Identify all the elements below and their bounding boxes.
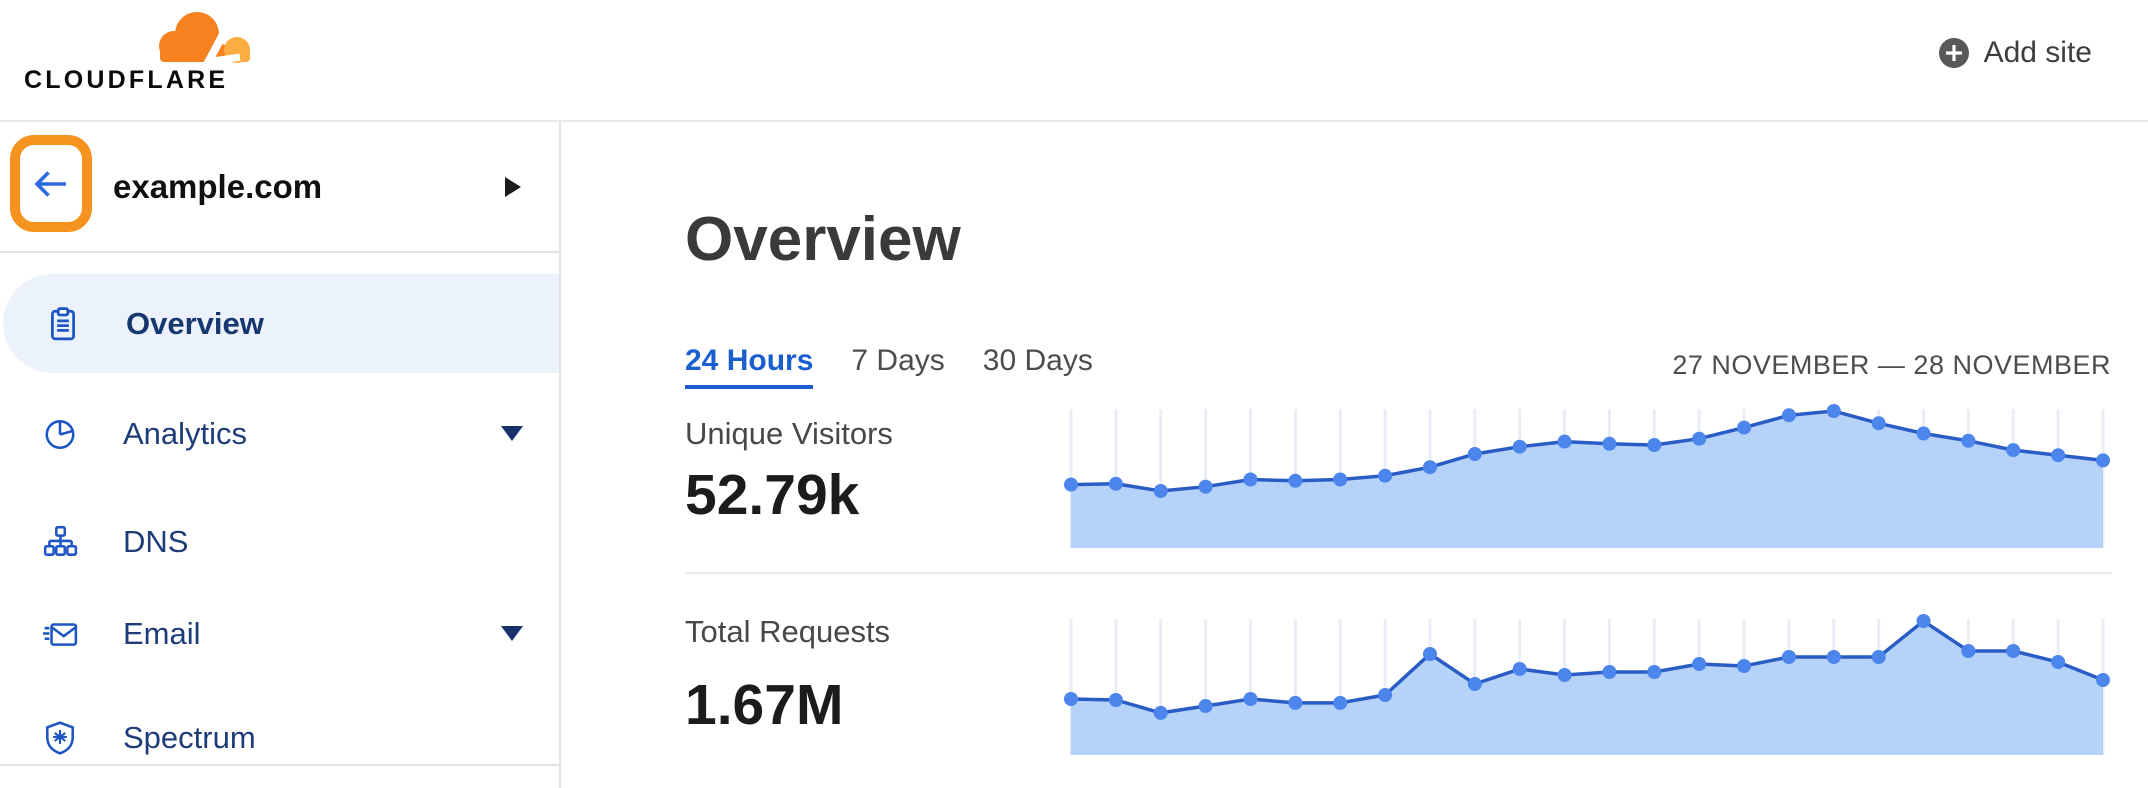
metric-value-unique-visitors: 52.79k	[685, 463, 860, 527]
time-range-tabs: 24 Hours 7 Days 30 Days	[685, 344, 1093, 389]
total-requests-sparkline-chart	[1064, 614, 2110, 755]
sidebar-item-label: Analytics	[123, 415, 248, 451]
cloudflare-wordmark: CLOUDFLARE	[24, 66, 229, 94]
sidebar-item-label: Overview	[126, 305, 264, 341]
sidebar-item-dns[interactable]: DNS	[0, 492, 559, 591]
chevron-down-icon[interactable]	[501, 626, 523, 641]
sidebar-item-analytics[interactable]: Analytics	[0, 384, 559, 483]
cloudflare-cloud-icon	[159, 12, 250, 66]
email-icon	[43, 622, 78, 646]
sidebar-item-overview[interactable]: Overview	[3, 274, 559, 373]
sidebar-divider	[0, 764, 559, 766]
metric-row-divider	[685, 572, 2112, 574]
add-site-label: Add site	[1983, 36, 2092, 69]
sidebar-item-spectrum[interactable]: Spectrum	[0, 688, 559, 787]
metric-value-total-requests: 1.67M	[685, 673, 844, 737]
sidebar-item-email[interactable]: Email	[0, 584, 559, 683]
metric-label-total-requests: Total Requests	[685, 614, 891, 649]
chevron-right-icon[interactable]	[505, 177, 521, 197]
page-title: Overview	[685, 205, 961, 274]
unique-visitors-sparkline-chart	[1064, 404, 2110, 548]
tab-7-days[interactable]: 7 Days	[851, 344, 945, 377]
clipboard-icon	[51, 306, 75, 340]
sidebar-item-label: Email	[123, 615, 201, 651]
top-header: CLOUDFLARE Add site	[0, 0, 2148, 122]
back-arrow-icon	[34, 170, 66, 197]
sidebar: example.com Overview Analytics	[0, 122, 561, 788]
sidebar-item-label: DNS	[123, 523, 189, 559]
sidebar-item-label: Spectrum	[123, 719, 256, 755]
metric-label-unique-visitors: Unique Visitors	[685, 416, 893, 451]
main-content: Overview 24 Hours 7 Days 30 Days 27 NOVE…	[561, 122, 2148, 788]
dns-tree-icon	[43, 525, 78, 556]
pie-chart-icon	[45, 419, 75, 449]
tab-30-days[interactable]: 30 Days	[982, 344, 1093, 377]
site-name: example.com	[113, 167, 323, 205]
chevron-down-icon[interactable]	[501, 426, 523, 441]
cloudflare-logo[interactable]: CLOUDFLARE	[24, 4, 270, 100]
tab-24-hours[interactable]: 24 Hours	[685, 344, 814, 389]
shield-icon	[46, 720, 74, 755]
back-button[interactable]	[10, 135, 92, 232]
add-site-button[interactable]: Add site	[1938, 36, 2092, 70]
site-switcher-row: example.com	[0, 122, 559, 253]
date-range-label: 27 NOVEMBER — 28 NOVEMBER	[1672, 350, 2111, 380]
plus-circle-icon	[1938, 38, 1969, 68]
